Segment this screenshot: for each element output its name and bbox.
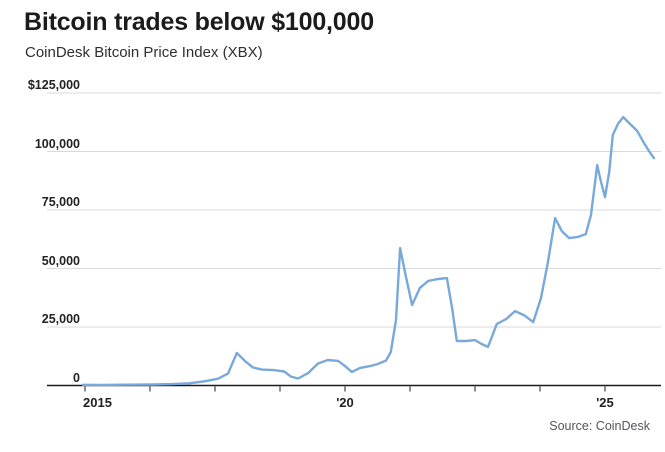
y-axis-label-50000: 50,000 [41, 253, 80, 268]
y-axis-label-25000: 25,000 [41, 312, 80, 326]
y-axis-label-0: 0 [73, 370, 80, 385]
y-axis-label-100000: 100,000 [34, 136, 80, 151]
x-axis-label-25: '25 [596, 395, 614, 410]
x-axis-label-2015: 2015 [83, 395, 112, 410]
y-axis-label-125000: $125,000 [27, 78, 80, 92]
y-axis-label-75000: 75,000 [41, 195, 80, 209]
x-axis-label-20: '20 [336, 395, 354, 410]
chart-subtitle: CoinDesk Bitcoin Price Index (XBX) [25, 44, 263, 61]
price-line-series[interactable] [81, 115, 656, 387]
source-note: Source: CoinDesk [549, 419, 650, 433]
chart-title: Bitcoin trades below $100,000 [24, 8, 374, 36]
